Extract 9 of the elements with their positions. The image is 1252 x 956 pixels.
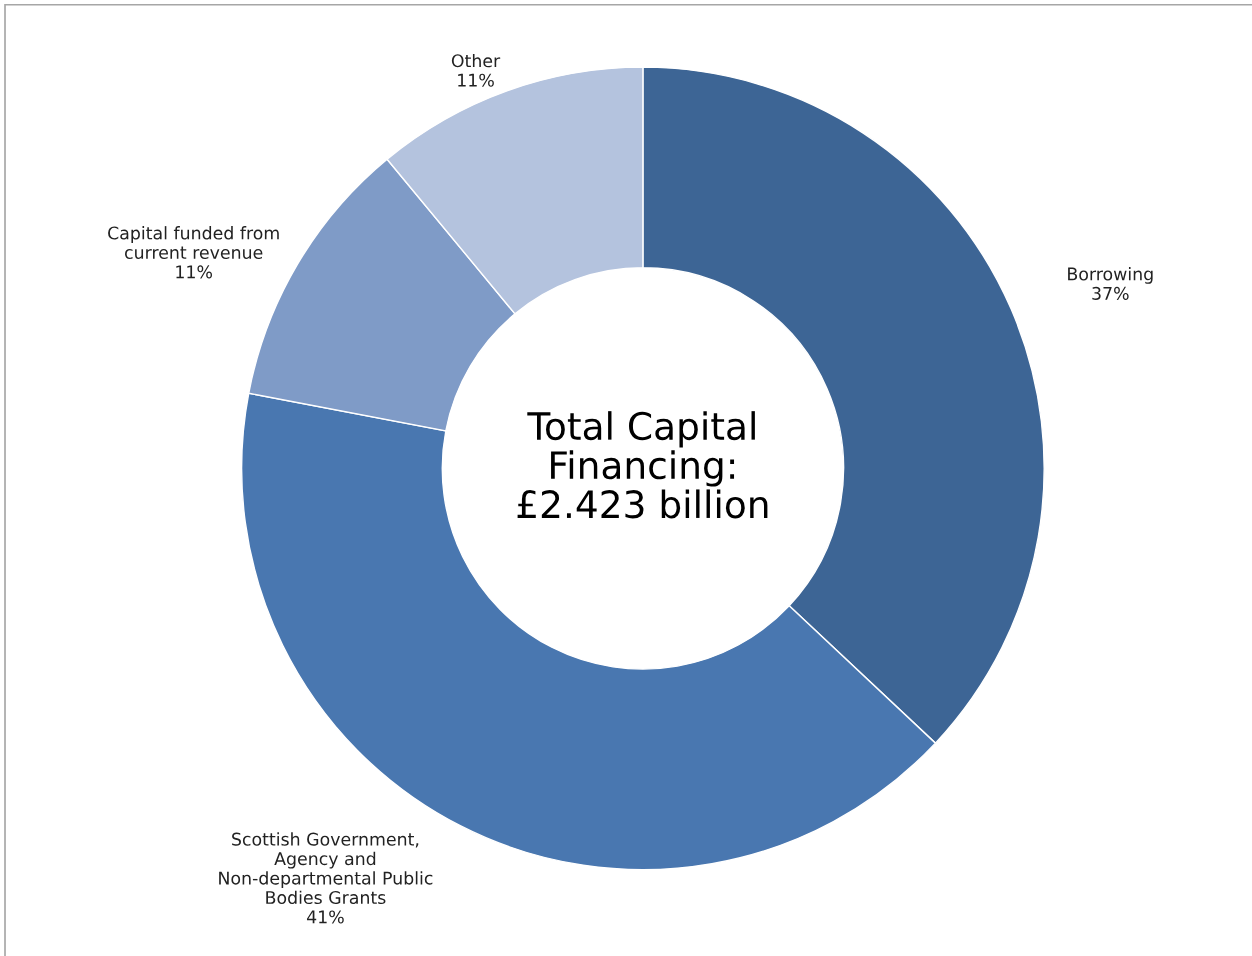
text: Total Capital Financing: £2.423 billion [517, 411, 768, 519]
slice-label: Other [451, 53, 501, 68]
data-label: 11% [458, 73, 494, 87]
slice-label: Scottish Government, Agency and Non-departmental Public Bodies Grants [219, 832, 433, 905]
data-label: 11% [176, 265, 213, 279]
slice-label: Capital funded from current revenue [108, 226, 279, 259]
data-label: 41% [306, 910, 344, 924]
data-label: 37% [1092, 286, 1129, 300]
slice-label: Borrowing [1068, 267, 1153, 284]
